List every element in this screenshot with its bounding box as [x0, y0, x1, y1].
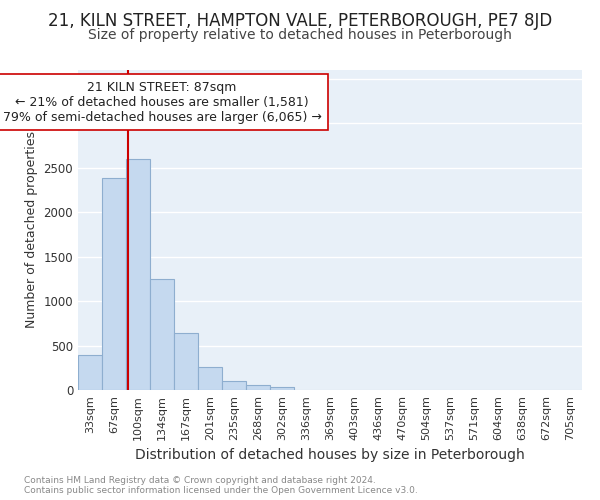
Bar — [78, 356, 102, 390]
Text: 21, KILN STREET, HAMPTON VALE, PETERBOROUGH, PE7 8JD: 21, KILN STREET, HAMPTON VALE, PETERBORO… — [48, 12, 552, 30]
Bar — [174, 333, 198, 390]
Bar — [270, 387, 294, 390]
Y-axis label: Number of detached properties: Number of detached properties — [25, 132, 38, 328]
Text: Size of property relative to detached houses in Peterborough: Size of property relative to detached ho… — [88, 28, 512, 42]
Bar — [246, 385, 270, 390]
Bar — [102, 178, 126, 390]
Bar — [126, 159, 150, 390]
Bar — [150, 279, 174, 390]
Bar — [222, 381, 246, 390]
Bar — [198, 368, 222, 390]
Text: Contains HM Land Registry data © Crown copyright and database right 2024.
Contai: Contains HM Land Registry data © Crown c… — [24, 476, 418, 495]
Text: 21 KILN STREET: 87sqm
← 21% of detached houses are smaller (1,581)
79% of semi-d: 21 KILN STREET: 87sqm ← 21% of detached … — [2, 80, 322, 124]
X-axis label: Distribution of detached houses by size in Peterborough: Distribution of detached houses by size … — [135, 448, 525, 462]
